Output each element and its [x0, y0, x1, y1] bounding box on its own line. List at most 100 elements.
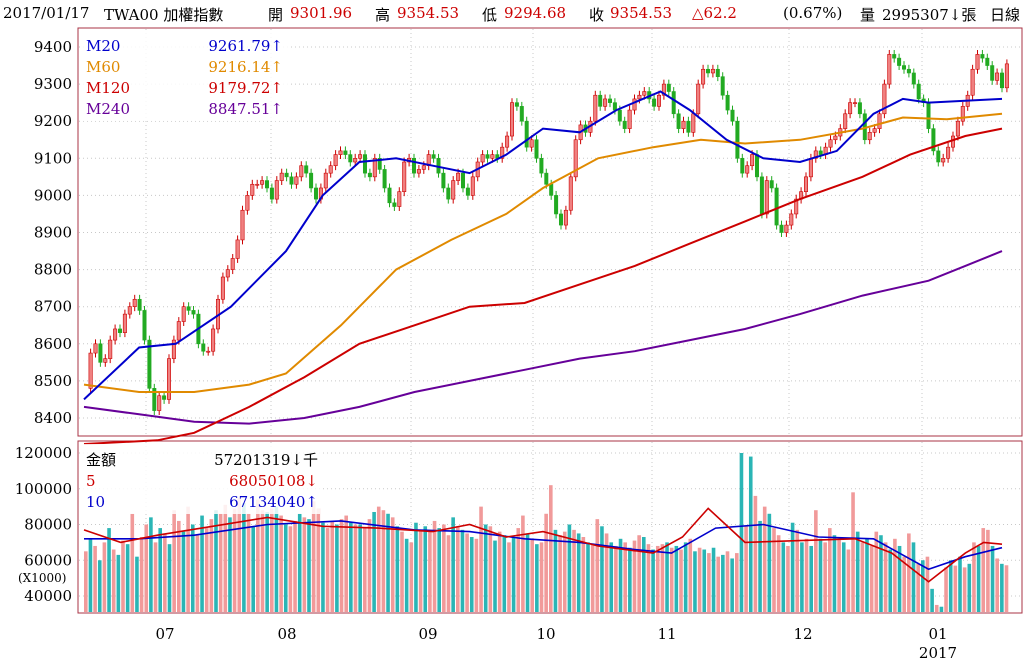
- volume-label: 量: [860, 6, 876, 24]
- volume-bar: [693, 551, 697, 612]
- candle-down: [980, 54, 985, 59]
- candle-up: [274, 180, 279, 200]
- candle-down: [142, 310, 147, 341]
- volume-bar: [725, 551, 730, 612]
- volume-bar: [130, 513, 135, 612]
- candle-down: [147, 339, 152, 389]
- volume-legend-box: [80, 444, 320, 514]
- volume-bar: [814, 510, 818, 612]
- quote-header: 2017/01/17 TWA00 加權指數 開 9301.96 高 9354.5…: [0, 0, 1024, 28]
- volume-bar: [781, 542, 786, 612]
- volume-bar: [618, 538, 623, 612]
- candle-down: [284, 172, 289, 178]
- volume-bar: [851, 492, 855, 612]
- volume-value: 2995307↓張: [882, 6, 977, 24]
- candle-up: [784, 224, 789, 233]
- candle-down: [897, 57, 902, 66]
- volume-bar: [995, 558, 999, 612]
- close-value: 9354.53: [610, 4, 673, 22]
- volume-bar: [674, 545, 679, 612]
- volume-bar: [288, 526, 293, 612]
- volume-bar: [660, 544, 665, 612]
- volume-bar: [990, 545, 995, 612]
- candle-up: [421, 165, 426, 170]
- volume-bar: [135, 556, 139, 612]
- candle-down: [985, 57, 990, 66]
- candle-up: [632, 98, 637, 111]
- volume-bar: [163, 533, 167, 612]
- candle-up: [882, 83, 887, 115]
- candle-down: [544, 172, 549, 185]
- volume-bar: [372, 511, 376, 612]
- volume-bar: [493, 540, 497, 612]
- volume-bar: [297, 513, 302, 612]
- candle-down: [137, 298, 142, 311]
- legend-value: 9179.72↑: [208, 79, 283, 97]
- volume-bar: [688, 538, 693, 612]
- volume-bar: [586, 542, 590, 612]
- candle-up: [328, 165, 333, 174]
- candle-up: [157, 395, 162, 411]
- candle-down: [431, 154, 436, 159]
- candle-up: [397, 191, 402, 207]
- candle-down: [617, 109, 622, 122]
- volume-bar: [772, 528, 776, 612]
- volume-bar: [609, 542, 614, 612]
- candle-down: [990, 65, 995, 81]
- volume-tick-label: 80000: [24, 516, 72, 534]
- candle-up: [593, 94, 598, 122]
- volume-bar: [832, 535, 837, 612]
- candle-up: [828, 139, 833, 148]
- candle-up: [661, 83, 666, 96]
- candle-up: [803, 176, 808, 192]
- candle-down: [362, 154, 367, 174]
- candle-up: [402, 161, 407, 192]
- candle-down: [901, 65, 906, 70]
- candle-down: [666, 83, 671, 92]
- legend-value: 9261.79↑: [208, 37, 283, 55]
- volume-bar: [381, 510, 386, 612]
- legend-label: M20: [86, 37, 120, 55]
- volume-bar: [456, 526, 460, 612]
- candle-down: [686, 120, 691, 133]
- moving-average-lines: [83, 90, 1003, 445]
- candle-up: [167, 358, 172, 400]
- volume-bar: [655, 545, 660, 612]
- candle-down: [999, 72, 1004, 89]
- high-value: 9354.53: [397, 4, 460, 22]
- candle-up: [122, 313, 127, 333]
- candle-down: [612, 102, 617, 111]
- volume-bar: [209, 519, 214, 612]
- candle-up: [852, 102, 857, 104]
- volume-bar: [823, 542, 827, 612]
- candle-up: [113, 328, 118, 341]
- candle-up: [132, 298, 137, 307]
- candle-down: [554, 195, 559, 215]
- volume-bar: [507, 542, 511, 612]
- volume-bar: [363, 528, 367, 612]
- candle-up: [603, 98, 608, 107]
- candle-down: [735, 120, 740, 159]
- volume-bar: [623, 542, 627, 612]
- candle-up: [279, 172, 284, 181]
- legend-value: 67134040↑: [229, 493, 318, 511]
- volume-bar: [144, 524, 149, 612]
- candlesticks: [88, 49, 1009, 416]
- volume-bar: [669, 547, 674, 612]
- candle-up: [338, 150, 343, 155]
- volume-bar: [530, 538, 534, 612]
- volume-bar: [442, 524, 446, 612]
- candle-down: [730, 109, 735, 122]
- volume-bar: [149, 517, 153, 612]
- candle-up: [955, 120, 960, 137]
- volume-bar: [242, 503, 246, 612]
- volume-bar: [125, 544, 130, 612]
- candle-up: [240, 209, 245, 241]
- volume-bar: [934, 604, 939, 612]
- volume-bar: [911, 542, 916, 612]
- candle-up: [681, 120, 686, 129]
- volume-bar: [855, 531, 860, 612]
- candle-down: [720, 76, 725, 96]
- volume-bar: [107, 528, 111, 612]
- candle-down: [818, 150, 823, 155]
